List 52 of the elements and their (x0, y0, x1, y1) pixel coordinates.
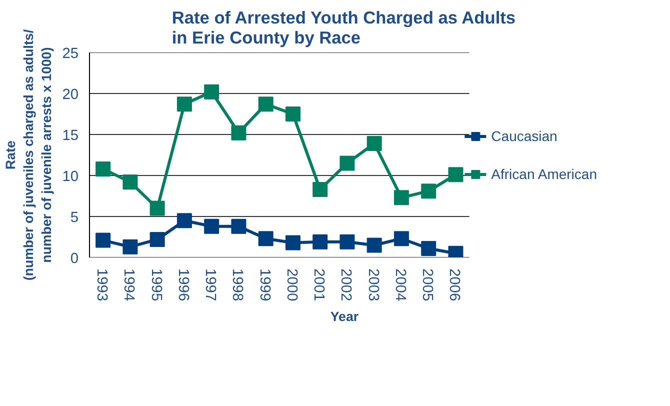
x-tick-label: 1999 (256, 268, 272, 302)
chart-title: Rate of Arrested Youth Charged as Adults in Erie County by Race (172, 8, 516, 48)
point (231, 218, 246, 234)
point (340, 156, 355, 171)
point (204, 218, 220, 234)
x-axis-title: Year (330, 309, 359, 324)
x-tick-label: 1993 (94, 268, 110, 302)
legend-label: African American (491, 166, 597, 182)
y-tick-label: 10 (62, 169, 79, 185)
point (366, 238, 382, 253)
x-tick-label: 2002 (338, 268, 354, 302)
y-tick-label: 15 (62, 128, 79, 144)
point (122, 239, 138, 254)
point (96, 161, 111, 176)
x-tick-label: 2005 (419, 268, 436, 302)
point (258, 96, 274, 112)
point (312, 182, 328, 197)
point (150, 200, 165, 216)
point (176, 213, 192, 228)
point (394, 190, 409, 206)
point (231, 125, 246, 140)
point (366, 136, 382, 152)
point (421, 240, 436, 256)
x-tick-label: 2003 (364, 268, 381, 302)
point (96, 232, 111, 248)
x-tick-label: 1997 (202, 268, 218, 302)
x-tick-label: 1995 (148, 268, 164, 302)
x-tick-label: 1996 (174, 268, 191, 302)
y-tick-label: 25 (62, 46, 79, 62)
point (204, 84, 220, 100)
y-tick-label: 0 (70, 251, 79, 267)
point (285, 235, 300, 250)
x-tick-label: 2006 (446, 268, 462, 302)
x-tick-label: 1994 (120, 268, 137, 302)
point (258, 231, 274, 246)
x-tick-label: 2001 (310, 268, 327, 302)
y-tick-label: 20 (62, 87, 79, 103)
x-tick-label: 1998 (229, 268, 246, 302)
point (150, 232, 165, 247)
point (312, 234, 328, 250)
point (448, 167, 464, 182)
point (122, 174, 138, 190)
legend-label: Caucasian (491, 128, 558, 144)
point (285, 106, 300, 122)
point (421, 184, 436, 199)
y-axis-title: Rate (number of juveniles charged as adults/ number of juvenile arrests x 1000) (3, 29, 54, 281)
x-tick-label: 2000 (283, 268, 300, 302)
x-tick-label: 2004 (392, 268, 408, 302)
y-tick-label: 5 (70, 210, 79, 226)
point (176, 96, 192, 112)
point (394, 231, 409, 246)
point (340, 234, 355, 250)
